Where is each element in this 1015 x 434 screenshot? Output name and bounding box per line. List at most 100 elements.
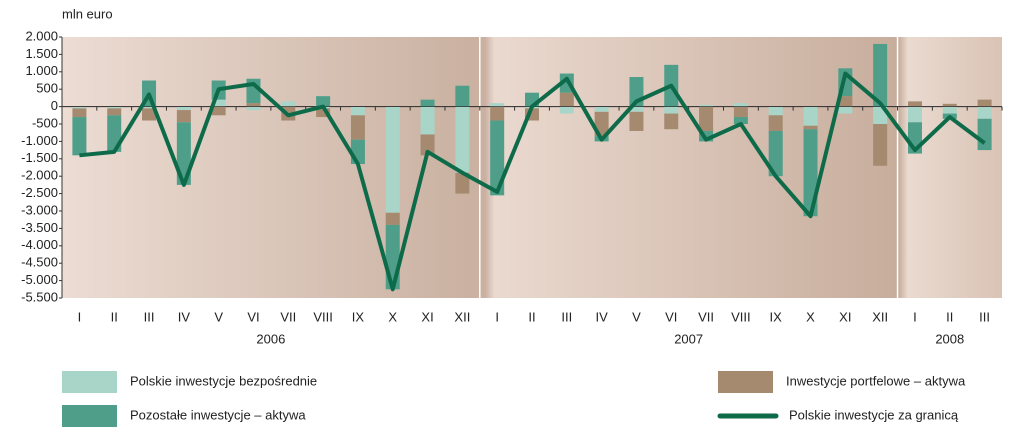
bar-segment [211,99,226,107]
y-tick-label: 0 [51,98,58,113]
legend-swatch [62,405,117,427]
bar-segment [490,103,505,107]
legend-label: Pozostałe inwestycje – aktywa [130,407,306,422]
x-tick-label: VI [247,309,259,324]
bar-segment [977,118,992,151]
bar-segment [316,108,331,118]
x-tick-label: IX [770,309,783,324]
bar-segment [768,106,783,116]
bar-segment [803,125,818,130]
bar-segment [176,122,191,185]
y-tick-label: -4.500 [21,255,58,270]
x-tick-label: II [528,309,535,324]
bar-segment [873,124,888,166]
x-tick-label: III [144,309,155,324]
x-tick-label: I [913,309,917,324]
legend-label: Polskie inwestycje za granicą [789,407,959,422]
bar-segment [246,103,261,107]
y-tick-label: -2.000 [21,168,58,183]
x-tick-label: XI [839,309,851,324]
bar-segment [699,106,714,131]
bar-segment [664,113,679,130]
x-tick-label: VII [280,309,296,324]
y-tick-label: 2.000 [25,28,58,43]
x-tick-label: II [946,309,953,324]
x-tick-label: X [388,309,397,324]
y-tick-label: -5.500 [21,289,58,304]
x-tick-label: IX [352,309,365,324]
y-tick-label: -3.500 [21,220,58,235]
x-tick-label: V [632,309,641,324]
y-tick-label: -5.000 [21,272,58,287]
y-tick-label: -1.500 [21,150,58,165]
bar-segment [838,106,853,114]
bar-segment [72,108,87,118]
x-tick-label: VII [698,309,714,324]
bar-segment [733,106,748,118]
bar-segment [176,106,191,111]
x-tick-label: I [78,309,82,324]
bar-segment [420,99,435,107]
x-tick-label: III [979,309,990,324]
bar-segment [977,106,992,119]
y-tick-label: -4.000 [21,237,58,252]
x-tick-label: V [214,309,223,324]
year-label: 2008 [935,331,964,346]
x-tick-label: IV [178,309,191,324]
bar-segment [559,106,574,114]
bar-segment [72,117,87,156]
bar-segment [733,103,748,107]
bar-segment [768,115,783,131]
bar-segment [942,103,957,107]
bar-segment [768,130,783,177]
x-tick-label: XII [454,309,470,324]
bar-segment [490,120,505,196]
bar-segment [420,134,435,156]
x-tick-label: II [111,309,118,324]
year-label: 2007 [674,331,703,346]
bar-segment [72,106,87,109]
bar-segment [142,108,157,121]
bar-segment [107,108,122,116]
bar-segment [281,101,296,107]
y-tick-label: -2.500 [21,185,58,200]
bar-segment [385,106,400,213]
bar-segment [142,106,157,109]
bar-segment [107,106,122,109]
bar-segment [629,106,644,112]
x-tick-label: X [806,309,815,324]
year-label: 2006 [256,331,285,346]
bar-segment [350,115,365,140]
bar-segment [211,106,226,116]
bar-segment [385,224,400,290]
bar-segment [455,172,470,194]
y-tick-label: -500 [32,115,58,130]
bar-segment [455,106,470,173]
bar-segment [490,106,505,121]
x-tick-label: XI [421,309,433,324]
bar-segment [629,111,644,131]
y-tick-label: 1.500 [25,46,58,61]
bar-segment [699,104,714,107]
bar-segment [873,43,888,107]
x-tick-label: IV [595,309,608,324]
bar-segment [385,212,400,225]
bar-segment [664,106,679,114]
bar-segment [977,99,992,107]
bar-segment [176,110,191,123]
y-tick-label: 1.000 [25,63,58,78]
bar-segment [803,106,818,126]
bar-segment [316,96,331,107]
x-tick-label: III [561,309,572,324]
x-tick-label: VIII [313,309,333,324]
y-axis-label: mln euro [62,6,113,21]
bar-segment [907,106,922,123]
line-series [79,71,986,292]
bar-segment [594,106,609,112]
legend-swatch [62,371,117,393]
bar-segment [838,96,853,107]
y-tick-label: -1.000 [21,133,58,148]
bar-segment [246,106,261,111]
legend-swatch [718,371,773,393]
